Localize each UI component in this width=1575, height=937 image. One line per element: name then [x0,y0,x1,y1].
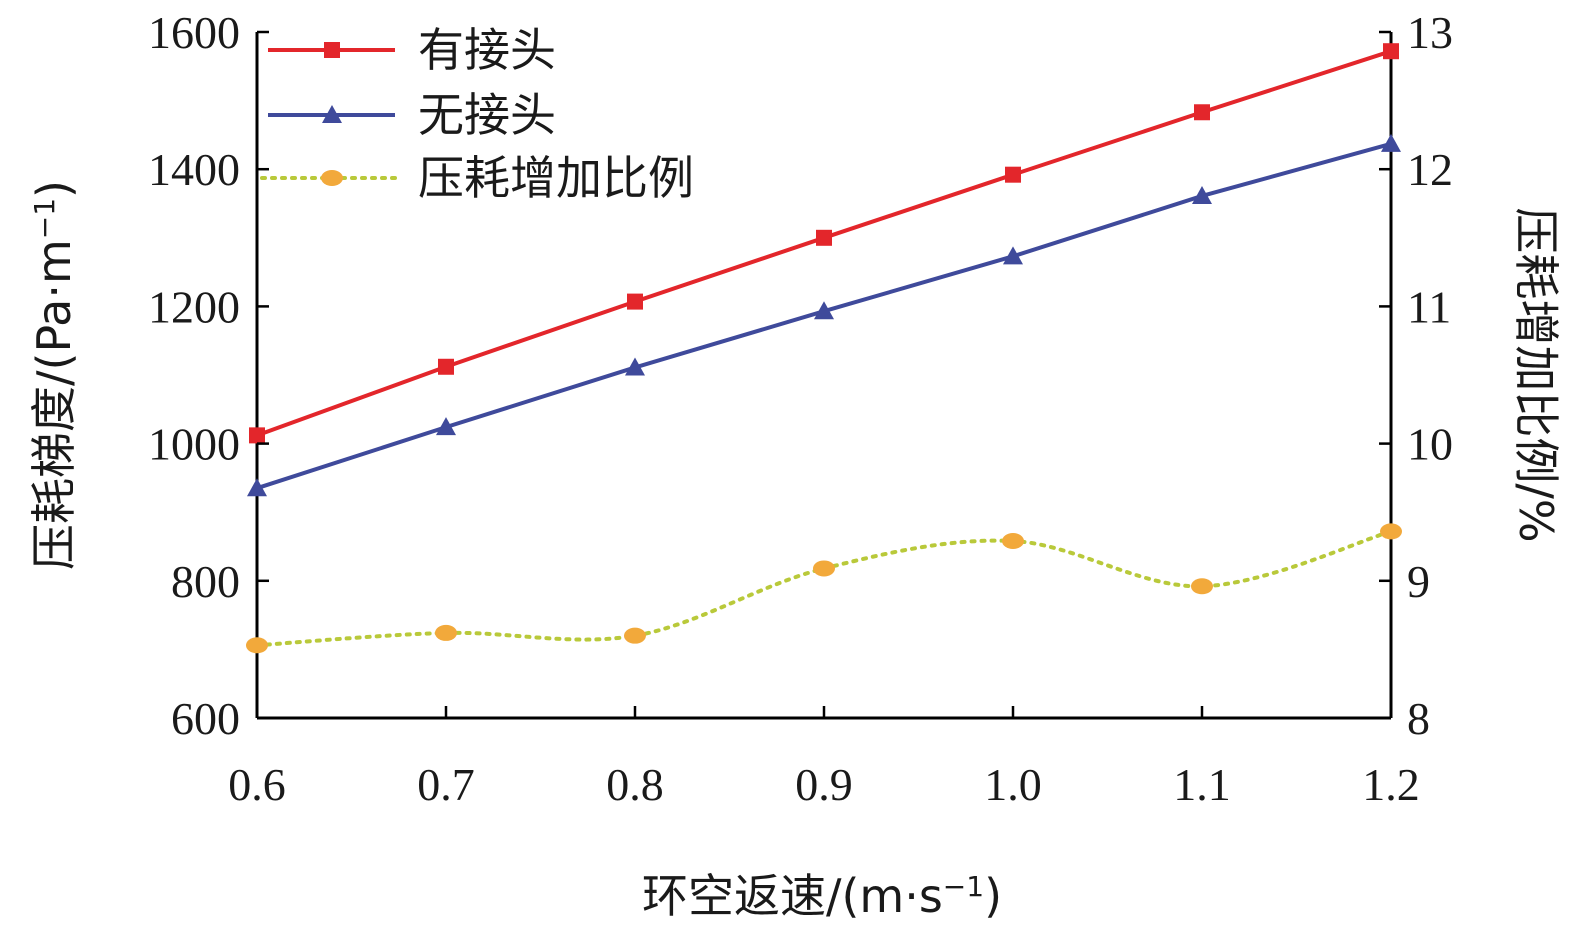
x-tick-label: 1.1 [1173,759,1231,810]
legend-label: 有接头 [418,23,556,77]
data-point-with-joint [438,358,454,375]
x-tick-label: 0.8 [606,759,664,810]
data-point-ratio [435,624,457,641]
x-tick-label: 1.0 [984,759,1042,810]
data-point-ratio [1380,523,1402,540]
data-point-ratio [813,560,835,577]
y-tick-label: 800 [171,556,240,607]
y2-tick-label: 9 [1407,556,1430,607]
data-point-ratio [1002,533,1024,550]
y2-tick-label: 11 [1407,281,1451,332]
legend-marker [321,170,343,186]
axis-titles: 环空返速/(m·s−1) 压耗梯度/(Pa·m−1) 压耗增加比例/% [27,180,1563,923]
legend-marker [324,42,340,58]
series-line-ratio [255,529,1393,648]
y2-tick-label: 10 [1407,419,1453,470]
data-point-ratio [624,627,646,644]
y-tick-label: 1600 [148,7,240,58]
x-tick-label: 0.7 [417,759,475,810]
data-point-without-joint [436,417,456,436]
x-tick-label: 1.2 [1362,759,1420,810]
data-point-without-joint [1003,246,1023,265]
x-tick-label: 0.6 [228,759,286,810]
data-point-with-joint [249,427,265,444]
legend-label: 无接头 [418,88,556,142]
legend-label: 压耗增加比例 [418,151,694,205]
data-point-ratio [1191,578,1213,595]
y-tick-label: 1400 [148,144,240,195]
data-point-without-joint [1192,185,1212,204]
y-tick-label: 600 [171,693,240,744]
data-point-with-joint [816,229,832,246]
data-point-with-joint [1005,166,1021,183]
x-axis-title: 环空返速/(m·s−1) [642,869,1002,923]
data-point-without-joint [1381,133,1401,152]
y-tick-label: 1200 [148,281,240,332]
data-point-with-joint [1194,104,1210,121]
y2-tick-label: 8 [1407,693,1430,744]
y-axis-title: 压耗梯度/(Pa·m−1) [27,180,81,570]
y2-tick-label: 12 [1407,144,1453,195]
axes-layer: 0.6 0.7 0.8 0.9 1.0 1.1 1.2 600 800 1000 1200 1400 1… [148,7,1453,810]
data-point-ratio [246,637,268,654]
y-tick-label: 1000 [148,419,240,470]
data-point-without-joint [814,301,834,320]
data-point-with-joint [627,293,643,310]
x-tick-label: 0.9 [795,759,853,810]
legend-marker [322,105,342,123]
y2-axis-title: 压耗增加比例/% [1509,207,1563,542]
data-point-with-joint [1383,43,1399,60]
data-point-without-joint [247,478,267,497]
series-layer [246,43,1402,654]
y2-tick-label: 13 [1407,7,1453,58]
data-point-without-joint [625,357,645,376]
